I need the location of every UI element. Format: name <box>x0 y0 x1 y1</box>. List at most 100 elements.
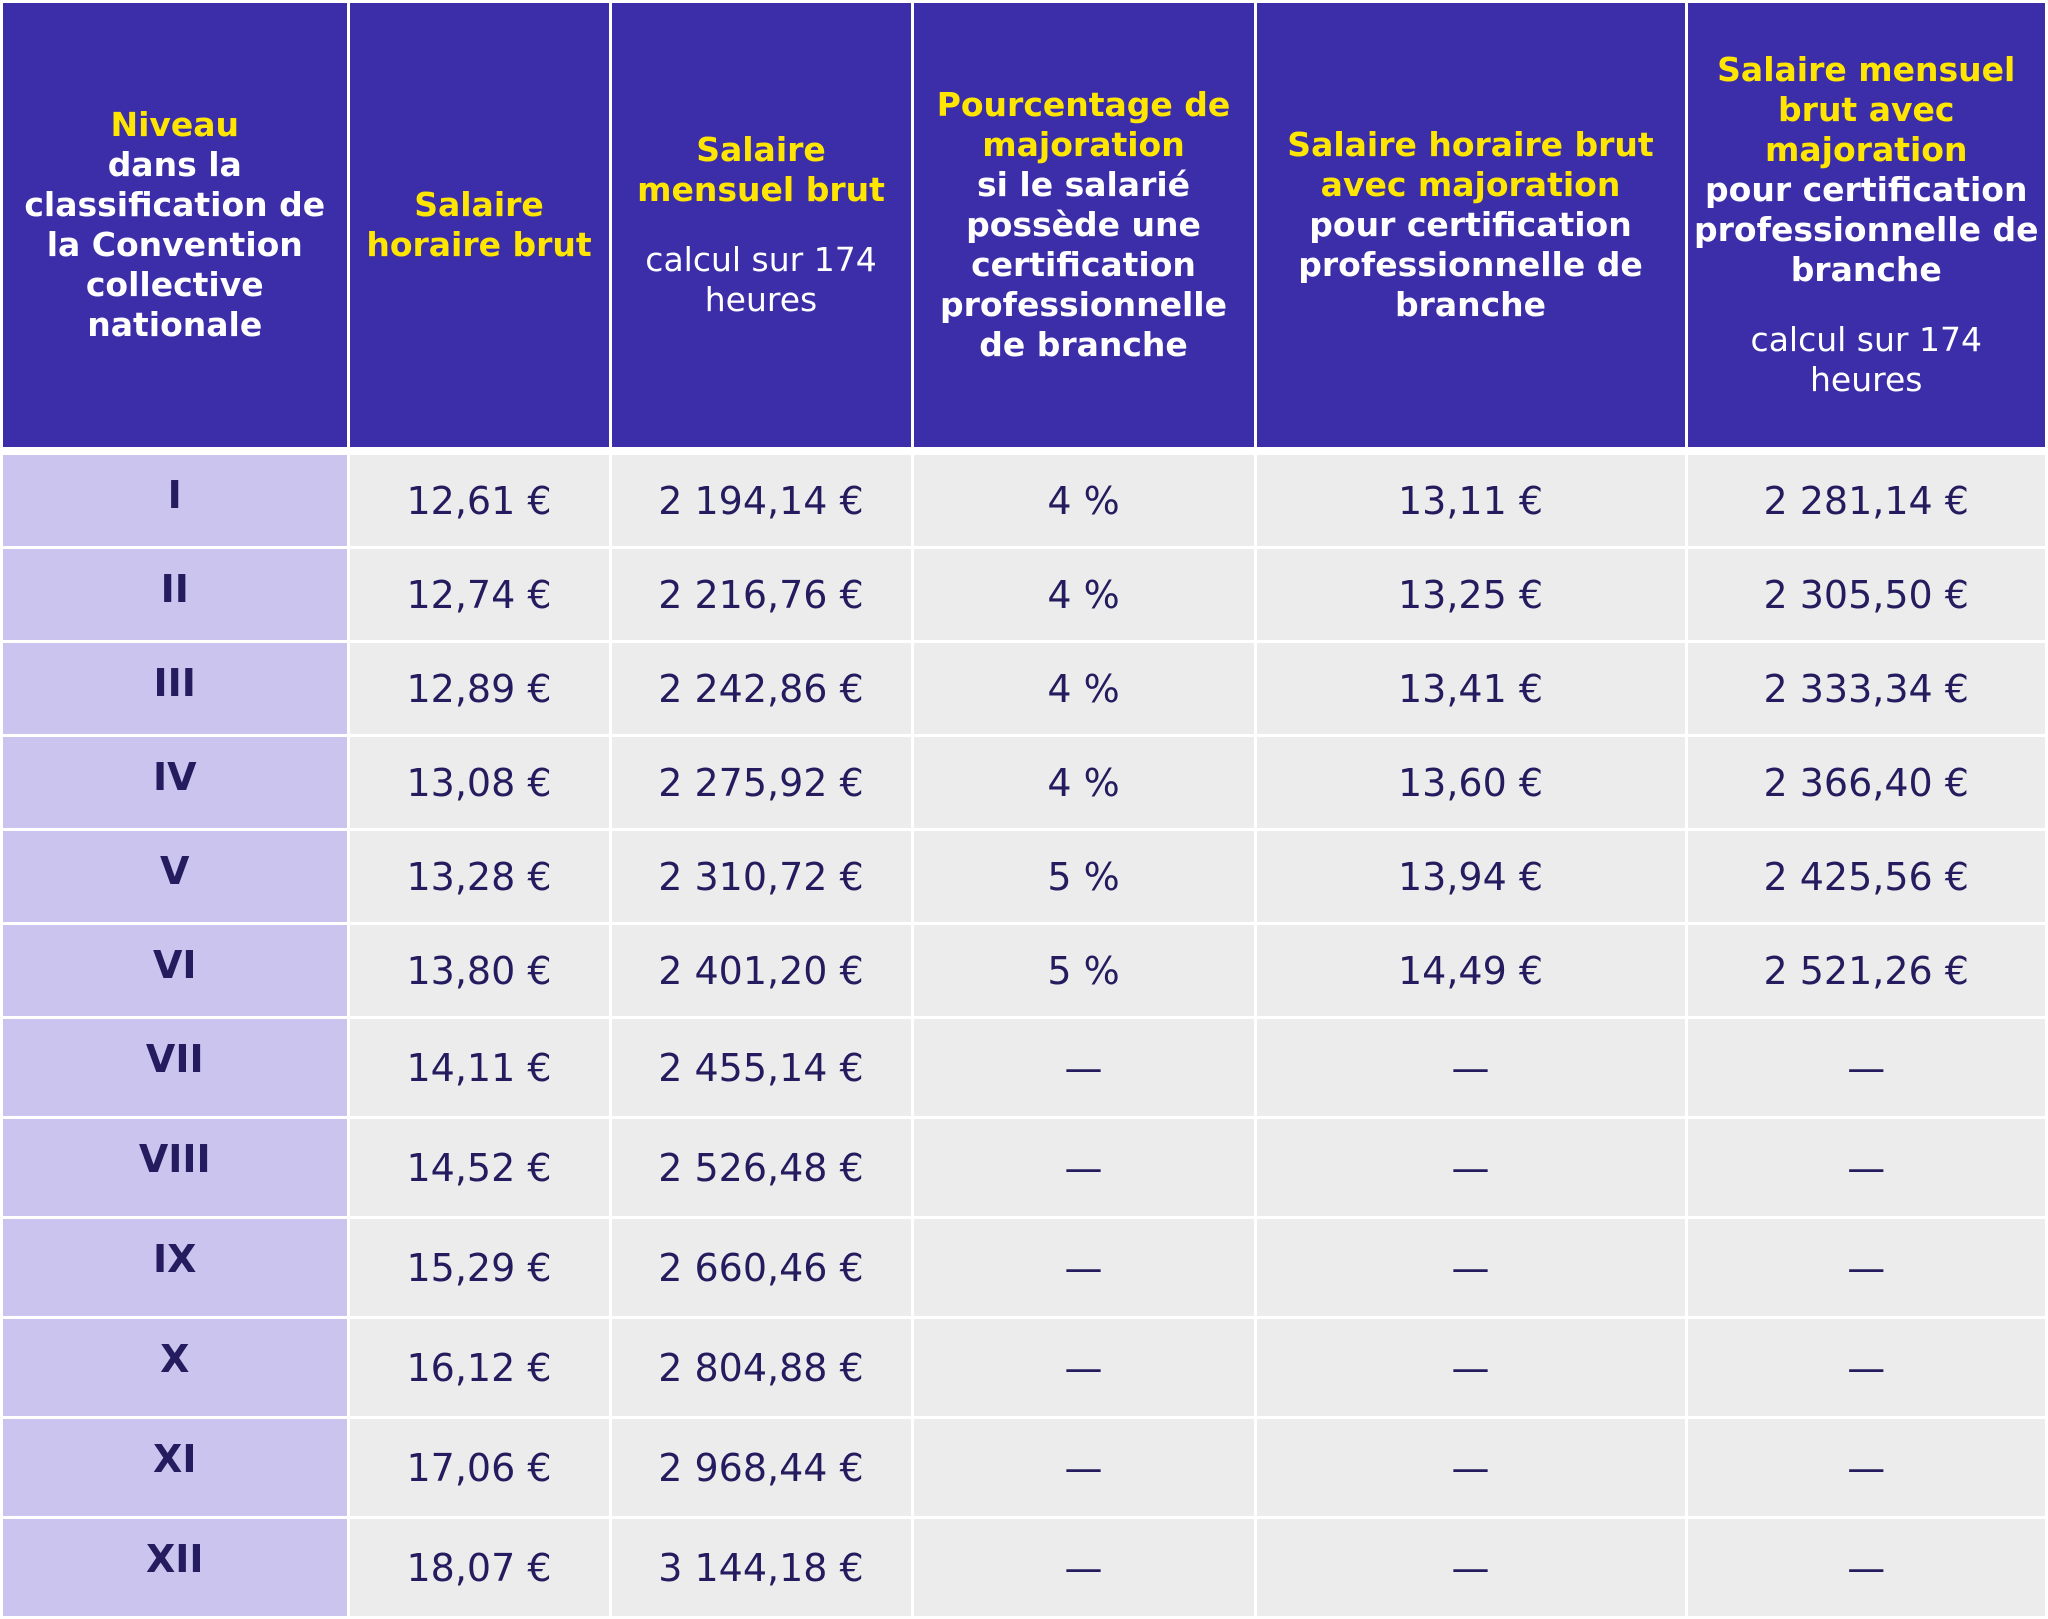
header-highlight: Salaire horaire brut <box>366 185 592 264</box>
hourly-increase-cell: 13,94 € <box>1255 829 1688 925</box>
percent-cell: 4 % <box>912 641 1257 737</box>
level-cell: V <box>3 829 350 925</box>
monthly-increase-cell: — <box>1686 1117 2045 1219</box>
header-highlight: Salaire mensuel brut <box>637 130 885 209</box>
monthly-increase-cell: — <box>1686 1017 2045 1119</box>
header-rest: dans la classification de la Convention … <box>24 145 326 344</box>
hourly-cell: 12,89 € <box>348 641 612 737</box>
hourly-increase-cell: — <box>1255 1117 1688 1219</box>
level-cell: IV <box>3 735 350 831</box>
hourly-cell: 13,08 € <box>348 735 612 831</box>
table-row: VII 14,11 € 2 455,14 € — — — <box>3 1017 2045 1119</box>
monthly-cell: 2 401,20 € <box>610 923 914 1019</box>
monthly-cell: 2 275,92 € <box>610 735 914 831</box>
hourly-increase-cell: 13,25 € <box>1255 547 1688 643</box>
percent-cell: — <box>912 1017 1257 1119</box>
monthly-increase-cell: 2 425,56 € <box>1686 829 2045 925</box>
monthly-increase-cell: 2 305,50 € <box>1686 547 2045 643</box>
hourly-cell: 15,29 € <box>348 1217 612 1319</box>
hourly-cell: 18,07 € <box>348 1517 612 1619</box>
monthly-increase-cell: — <box>1686 1417 2045 1519</box>
hourly-cell: 12,74 € <box>348 547 612 643</box>
table-row: V 13,28 € 2 310,72 € 5 % 13,94 € 2 425,5… <box>3 829 2045 925</box>
table-row: III 12,89 € 2 242,86 € 4 % 13,41 € 2 333… <box>3 641 2045 737</box>
monthly-cell: 3 144,18 € <box>610 1517 914 1619</box>
monthly-increase-cell: — <box>1686 1217 2045 1319</box>
header-highlight: Pourcentage de majoration <box>936 85 1231 164</box>
table-row: II 12,74 € 2 216,76 € 4 % 13,25 € 2 305,… <box>3 547 2045 643</box>
level-cell: II <box>3 547 350 643</box>
header-pourcentage: Pourcentage de majoration si le salarié … <box>912 3 1257 455</box>
table-row: I 12,61 € 2 194,14 € 4 % 13,11 € 2 281,1… <box>3 451 2045 549</box>
percent-cell: — <box>912 1117 1257 1219</box>
monthly-cell: 2 804,88 € <box>610 1317 914 1419</box>
hourly-cell: 14,52 € <box>348 1117 612 1219</box>
table-row: X 16,12 € 2 804,88 € — — — <box>3 1317 2045 1419</box>
table-row: VIII 14,52 € 2 526,48 € — — — <box>3 1117 2045 1219</box>
header-highlight: Salaire horaire brut avec majoration <box>1287 125 1654 204</box>
level-cell: VII <box>3 1017 350 1119</box>
header-rest: si le salarié possède une certification … <box>940 165 1227 364</box>
hourly-increase-cell: 13,60 € <box>1255 735 1688 831</box>
header-salaire-horaire: Salaire horaire brut <box>348 3 612 455</box>
header-note: calcul sur 174 heures <box>645 240 877 319</box>
monthly-cell: 2 455,14 € <box>610 1017 914 1119</box>
header-niveau: Niveau dans la classification de la Conv… <box>3 3 350 455</box>
percent-cell: 5 % <box>912 829 1257 925</box>
monthly-cell: 2 526,48 € <box>610 1117 914 1219</box>
hourly-cell: 13,80 € <box>348 923 612 1019</box>
monthly-cell: 2 194,14 € <box>610 451 914 549</box>
level-cell: VI <box>3 923 350 1019</box>
level-cell: III <box>3 641 350 737</box>
hourly-increase-cell: — <box>1255 1417 1688 1519</box>
percent-cell: 4 % <box>912 451 1257 549</box>
salary-table-container: Niveau dans la classification de la Conv… <box>3 3 2045 1619</box>
monthly-cell: 2 968,44 € <box>610 1417 914 1519</box>
hourly-increase-cell: 13,41 € <box>1255 641 1688 737</box>
hourly-increase-cell: — <box>1255 1017 1688 1119</box>
hourly-cell: 12,61 € <box>348 451 612 549</box>
level-cell: XII <box>3 1517 350 1619</box>
header-horaire-majoration: Salaire horaire brut avec majoration pou… <box>1255 3 1688 455</box>
header-rest: pour certification professionnelle de br… <box>1298 205 1643 324</box>
percent-cell: — <box>912 1317 1257 1419</box>
header-mensuel-majoration: Salaire mensuel brut avec majoration pou… <box>1686 3 2045 455</box>
percent-cell: — <box>912 1517 1257 1619</box>
hourly-increase-cell: — <box>1255 1517 1688 1619</box>
header-highlight: Salaire mensuel brut avec majoration <box>1717 50 2016 169</box>
level-cell: VIII <box>3 1117 350 1219</box>
monthly-increase-cell: 2 521,26 € <box>1686 923 2045 1019</box>
table-row: IV 13,08 € 2 275,92 € 4 % 13,60 € 2 366,… <box>3 735 2045 831</box>
monthly-increase-cell: 2 281,14 € <box>1686 451 2045 549</box>
percent-cell: 4 % <box>912 735 1257 831</box>
level-cell: XI <box>3 1417 350 1519</box>
monthly-cell: 2 310,72 € <box>610 829 914 925</box>
header-highlight: Niveau <box>110 105 240 144</box>
hourly-increase-cell: — <box>1255 1217 1688 1319</box>
percent-cell: 4 % <box>912 547 1257 643</box>
table-row: IX 15,29 € 2 660,46 € — — — <box>3 1217 2045 1319</box>
header-row: Niveau dans la classification de la Conv… <box>3 3 2045 455</box>
monthly-increase-cell: — <box>1686 1317 2045 1419</box>
hourly-cell: 17,06 € <box>348 1417 612 1519</box>
monthly-cell: 2 660,46 € <box>610 1217 914 1319</box>
level-cell: IX <box>3 1217 350 1319</box>
hourly-increase-cell: 13,11 € <box>1255 451 1688 549</box>
hourly-cell: 14,11 € <box>348 1017 612 1119</box>
monthly-increase-cell: 2 333,34 € <box>1686 641 2045 737</box>
hourly-cell: 13,28 € <box>348 829 612 925</box>
salary-grid-table: Niveau dans la classification de la Conv… <box>3 3 2045 1619</box>
hourly-cell: 16,12 € <box>348 1317 612 1419</box>
hourly-increase-cell: 14,49 € <box>1255 923 1688 1019</box>
table-row: VI 13,80 € 2 401,20 € 5 % 14,49 € 2 521,… <box>3 923 2045 1019</box>
percent-cell: — <box>912 1217 1257 1319</box>
monthly-cell: 2 242,86 € <box>610 641 914 737</box>
monthly-cell: 2 216,76 € <box>610 547 914 643</box>
monthly-increase-cell: 2 366,40 € <box>1686 735 2045 831</box>
level-cell: I <box>3 451 350 549</box>
hourly-increase-cell: — <box>1255 1317 1688 1419</box>
header-note: calcul sur 174 heures <box>1750 320 1982 399</box>
header-rest: pour certification professionnelle de br… <box>1694 170 2039 289</box>
table-row: XI 17,06 € 2 968,44 € — — — <box>3 1417 2045 1519</box>
monthly-increase-cell: — <box>1686 1517 2045 1619</box>
